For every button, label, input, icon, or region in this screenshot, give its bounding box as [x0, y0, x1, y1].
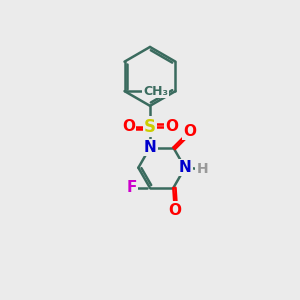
Text: N: N [178, 160, 191, 175]
Text: F: F [126, 180, 137, 195]
Text: CH₃: CH₃ [143, 85, 168, 98]
Text: O: O [122, 119, 135, 134]
Text: H: H [196, 162, 208, 176]
Text: S: S [144, 118, 156, 136]
Text: O: O [168, 202, 181, 217]
Text: N: N [144, 140, 156, 155]
Text: O: O [183, 124, 196, 139]
Text: O: O [165, 119, 178, 134]
